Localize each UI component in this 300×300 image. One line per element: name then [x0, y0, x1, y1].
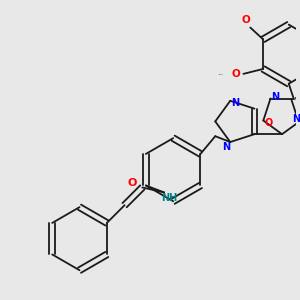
Text: N: N	[272, 92, 280, 101]
Text: N: N	[292, 114, 300, 124]
Text: methyl: methyl	[219, 74, 224, 76]
Text: O: O	[231, 69, 240, 79]
Text: O: O	[264, 118, 272, 128]
Text: O: O	[241, 15, 250, 25]
Text: O: O	[128, 178, 137, 188]
Text: NH: NH	[161, 193, 177, 203]
Text: N: N	[231, 98, 239, 108]
Text: N: N	[222, 142, 230, 152]
